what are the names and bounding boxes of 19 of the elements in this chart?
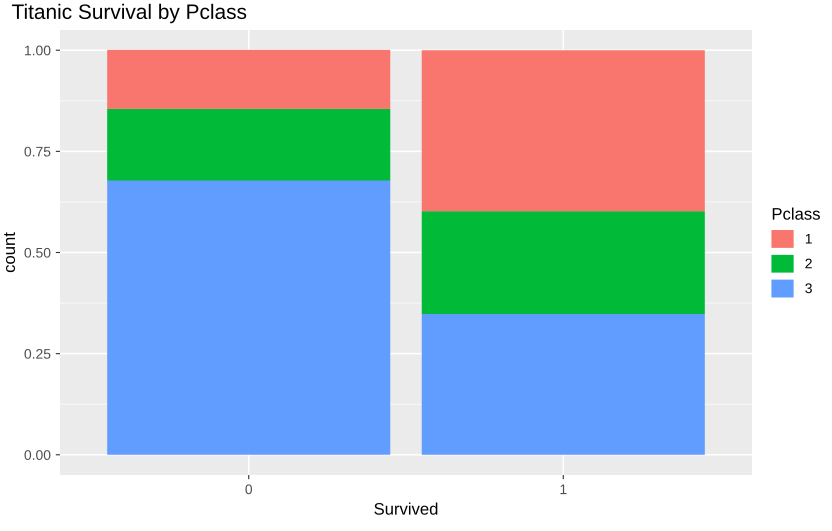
y-tick-label: 0.50 — [24, 248, 50, 258]
y-tick-label: 0.75 — [24, 146, 50, 157]
legend-label: 1 — [806, 234, 812, 244]
legend-label: 3 — [805, 283, 812, 294]
y-tick-label: 0.00 — [24, 450, 50, 460]
y-axis-title: count — [4, 232, 16, 272]
legend-label: 2 — [805, 258, 812, 268]
y-tick-label: 1.00 — [25, 46, 50, 56]
bar — [107, 180, 390, 455]
legend-title: Pclass — [772, 208, 820, 220]
bar — [422, 314, 705, 455]
bar — [107, 108, 390, 180]
bar — [422, 50, 705, 212]
bar — [107, 50, 390, 109]
x-axis-title: Survived — [374, 502, 438, 515]
x-tick-label: 0 — [245, 484, 252, 494]
bar — [422, 211, 705, 314]
y-tick-label: 0.25 — [24, 348, 50, 359]
chart-title: Titanic Survival by Pclass — [12, 4, 246, 24]
